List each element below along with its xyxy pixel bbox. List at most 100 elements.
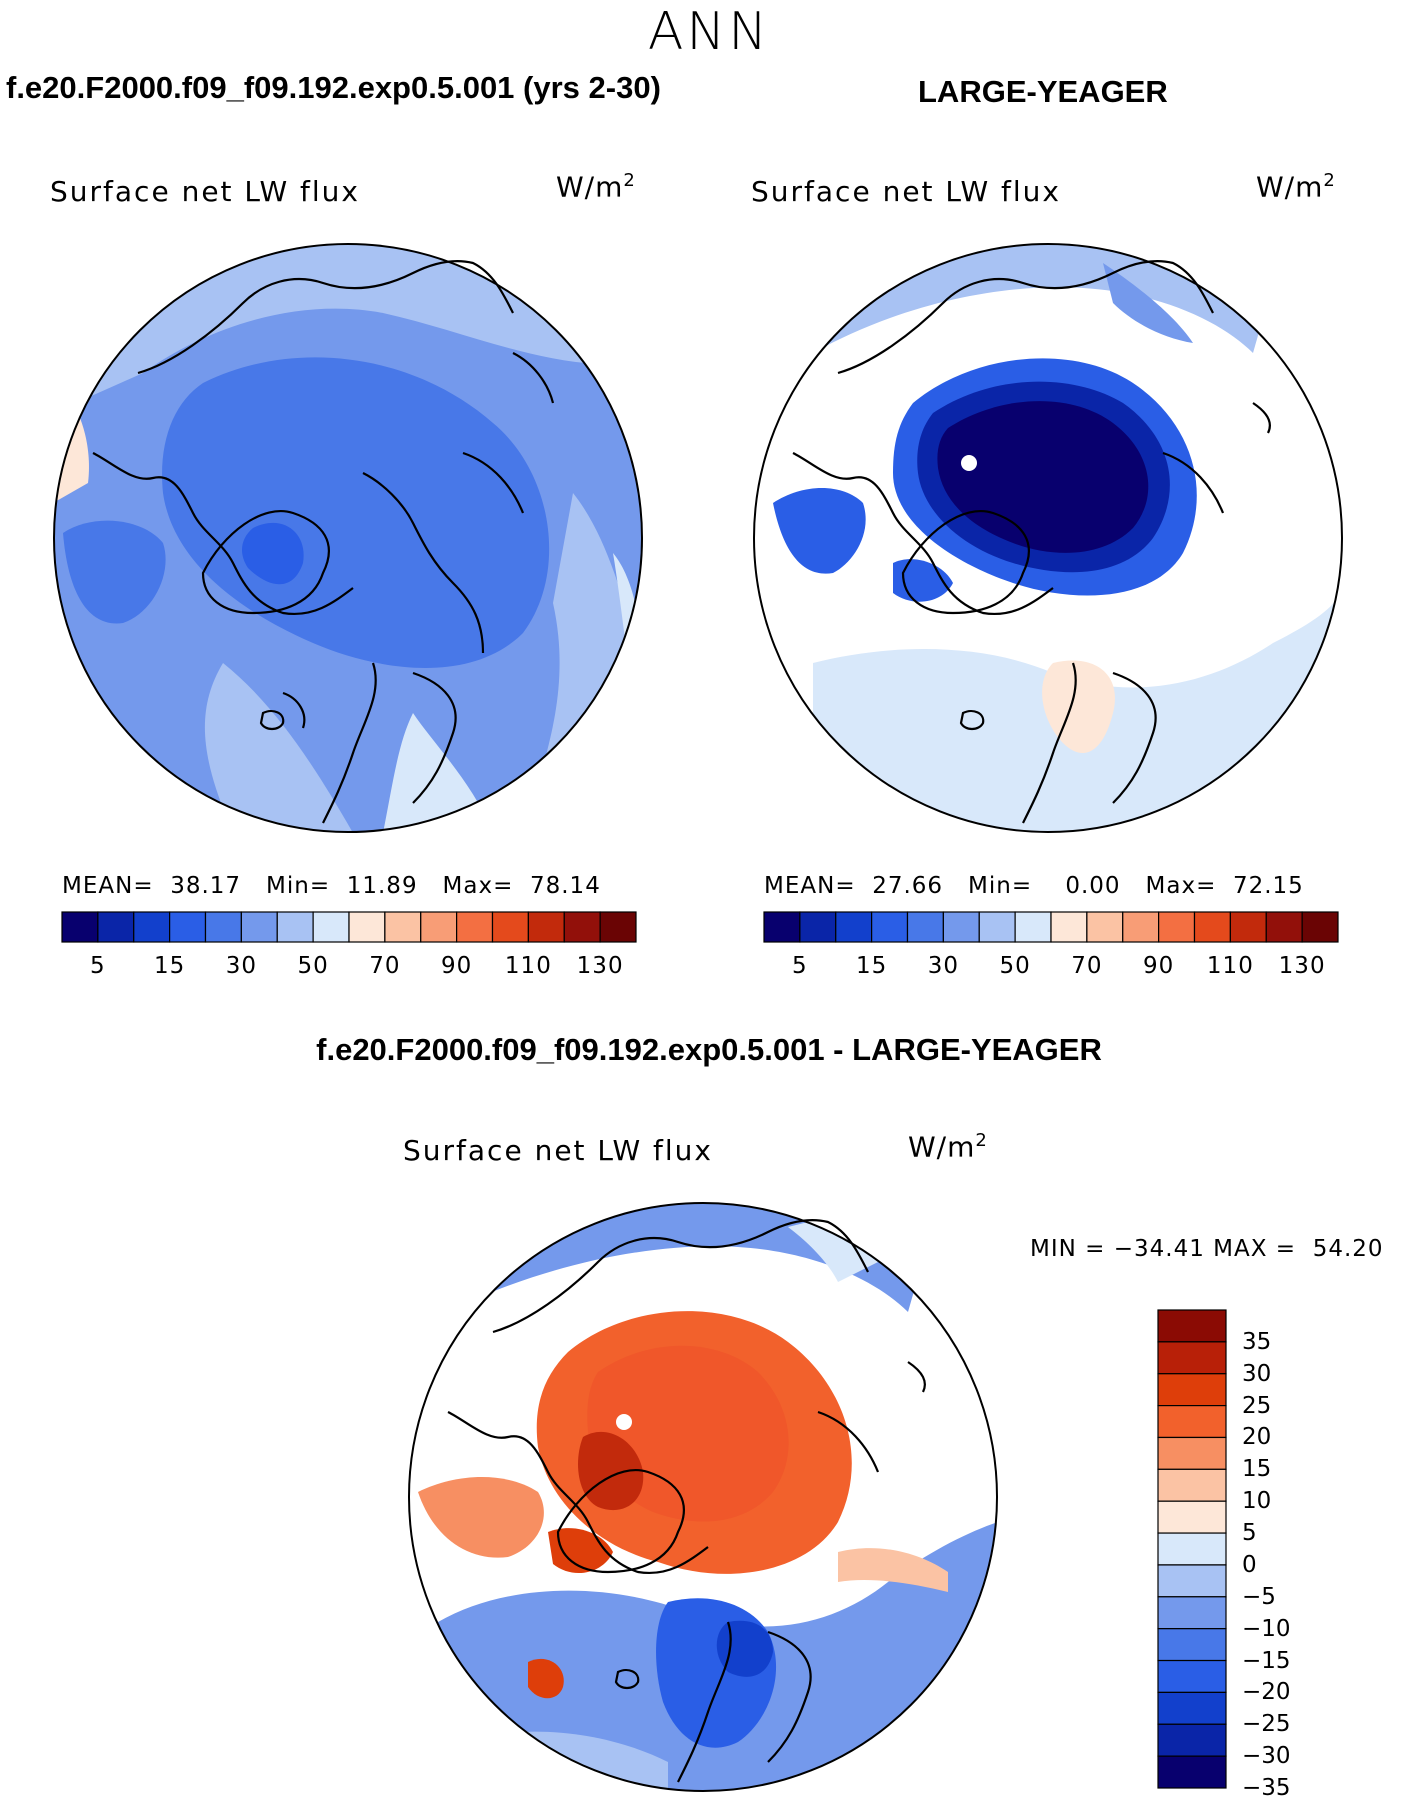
diff-colorbar-tick-label: −35 — [1242, 1775, 1291, 1801]
test-max-label: Max= — [442, 873, 514, 899]
diff-colorbar-box — [1157, 1659, 1227, 1693]
diff-colorbar-tick-label: 30 — [1242, 1360, 1272, 1387]
test-colorbar-tick-label: 110 — [504, 953, 552, 979]
diff-colorbar-tick-label: 35 — [1242, 1328, 1272, 1355]
obs-colorbar-box — [1301, 911, 1339, 943]
test-colorbar-tick-label: 130 — [576, 953, 624, 979]
diff-colorbar-tick-label: 10 — [1242, 1488, 1272, 1515]
test-map-boundary — [53, 243, 643, 833]
obs-map-region-bering — [1103, 263, 1193, 343]
test-map-region-siberia — [63, 520, 166, 624]
diff-colorbar-tick-label: 20 — [1242, 1424, 1272, 1451]
test-colorbar-tick-label: 70 — [369, 953, 401, 979]
diff-colorbar-box — [1157, 1532, 1227, 1566]
test-map-region-archipelago — [241, 522, 304, 585]
test-case-title: f.e20.F2000.f09_f09.192.exp0.5.001 (yrs … — [6, 70, 661, 105]
diff-colorbar-tick-label: −15 — [1242, 1647, 1291, 1674]
diff-colorbar-tick-label: 15 — [1242, 1456, 1272, 1483]
test-colorbar-box — [456, 911, 494, 943]
test-colorbar-box — [61, 911, 99, 943]
diff-coastlines — [447, 1218, 926, 1783]
diff-colorbar-box — [1157, 1596, 1227, 1630]
test-coastlines — [92, 259, 555, 824]
test-stats: MEAN= 38.17 Min= 11.89 Max= 78.14 — [62, 873, 601, 899]
obs-mean-value: 27.66 — [872, 873, 944, 899]
test-min-value: 11.89 — [346, 873, 418, 899]
test-colorbar-tick-label: 50 — [297, 953, 329, 979]
test-colorbar-box — [348, 911, 386, 943]
diff-colorbar-box — [1157, 1500, 1227, 1534]
diff-units: W/m2 — [908, 1130, 988, 1164]
test-min-label: Min= — [266, 873, 331, 899]
obs-map-region-arctic-core — [937, 401, 1149, 553]
test-colorbar-ticks: 5 15 30 50 70 90 110 130 — [62, 953, 636, 981]
diff-colorbar-tick-label: −25 — [1242, 1711, 1291, 1738]
test-colorbar-box — [563, 911, 601, 943]
test-colorbar-tick-label: 5 — [90, 953, 106, 979]
diff-colorbar-box — [1157, 1341, 1227, 1375]
test-polar-map — [53, 243, 643, 833]
obs-min-label: Min= — [968, 873, 1033, 899]
test-colorbar-box — [527, 911, 565, 943]
test-map-region-pacific — [54, 244, 642, 413]
obs-max-label: Max= — [1145, 873, 1217, 899]
obs-mean-label: MEAN= — [764, 873, 856, 899]
obs-stats: MEAN= 27.66 Min= 0.00 Max= 72.15 — [764, 873, 1304, 899]
obs-colorbar-box — [799, 911, 837, 943]
obs-colorbar-box — [1014, 911, 1052, 943]
diff-colorbar-box — [1157, 1373, 1227, 1407]
obs-colorbar-tick-label: 70 — [1071, 953, 1103, 979]
season-title: ANN — [647, 2, 771, 62]
test-colorbar-box — [204, 911, 242, 943]
diff-colorbar-tick-label: −20 — [1242, 1679, 1291, 1706]
obs-coastlines — [792, 259, 1271, 824]
test-colorbar-box — [599, 911, 637, 943]
test-colorbar-box — [97, 911, 135, 943]
obs-colorbar-box — [942, 911, 980, 943]
test-colorbar-box — [169, 911, 207, 943]
obs-map-region-siberia — [773, 488, 866, 574]
diff-colorbar — [1157, 1309, 1227, 1789]
test-colorbar-tick-label: 90 — [440, 953, 473, 979]
test-colorbar-box — [491, 911, 529, 943]
diff-case-title: f.e20.F2000.f09_f09.192.exp0.5.001 - LAR… — [316, 1032, 1102, 1067]
obs-colorbar-tick-label: 5 — [792, 953, 808, 979]
obs-colorbar-box — [978, 911, 1016, 943]
diff-map-region-bering — [788, 1217, 878, 1282]
obs-colorbar-box — [871, 911, 909, 943]
obs-case-title: LARGE-YEAGER — [918, 74, 1168, 109]
test-colorbar-box — [133, 911, 171, 943]
test-mean-value: 38.17 — [170, 873, 242, 899]
diff-colorbar-box — [1157, 1468, 1227, 1502]
diff-colorbar-ticks: 35 30 25 20 15 10 5 0 −5 −10 −15 −20 −25 −30 −35 — [1242, 1310, 1322, 1801]
diff-map-region-baffin — [528, 1658, 564, 1699]
test-colorbar-box — [312, 911, 350, 943]
diff-field-name: Surface net LW flux — [403, 1134, 713, 1167]
obs-colorbar-tick-label: 15 — [855, 953, 888, 979]
obs-colorbar-box — [1086, 911, 1124, 943]
obs-polar-map — [753, 243, 1343, 833]
diff-colorbar-box — [1157, 1755, 1227, 1789]
obs-colorbar-tick-label: 50 — [999, 953, 1031, 979]
test-colorbar-box — [240, 911, 278, 943]
diff-colorbar-box — [1157, 1691, 1227, 1725]
obs-min-value: 0.00 — [1065, 873, 1121, 899]
diff-minmax: MIN = −34.41 MAX = 54.20 — [1030, 1236, 1384, 1262]
obs-colorbar-tick-label: 110 — [1206, 953, 1254, 979]
diff-colorbar-tick-label: 5 — [1242, 1520, 1257, 1547]
diff-polar-map — [408, 1202, 998, 1792]
test-field-name: Surface net LW flux — [50, 175, 360, 208]
diff-colorbar-tick-label: −10 — [1242, 1615, 1291, 1642]
diff-colorbar-tick-label: −30 — [1242, 1743, 1291, 1770]
obs-colorbar-tick-label: 130 — [1278, 953, 1326, 979]
obs-colorbar-box — [835, 911, 873, 943]
obs-colorbar — [763, 911, 1339, 943]
obs-units: W/m2 — [1256, 170, 1336, 204]
obs-colorbar-box — [1050, 911, 1088, 943]
obs-map-region-norwegian-sea — [1042, 660, 1115, 753]
diff-colorbar-box — [1157, 1628, 1227, 1662]
diff-colorbar-box — [1157, 1404, 1227, 1439]
obs-pole-marker — [961, 455, 977, 471]
obs-colorbar-box — [1229, 911, 1267, 943]
test-colorbar-box — [384, 911, 422, 943]
